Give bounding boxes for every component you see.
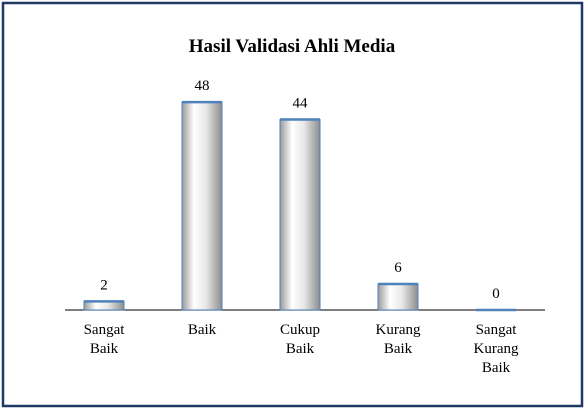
bar [377, 283, 419, 311]
chart-title: Hasil Validasi Ahli Media [189, 36, 396, 57]
data-label: 44 [293, 95, 309, 111]
data-label: 48 [195, 78, 210, 94]
data-label: 0 [492, 286, 500, 302]
x-tick-label: Kurang Baik [376, 322, 421, 357]
data-label: 2 [100, 277, 108, 293]
x-tick-label: Cukup Baik [280, 322, 320, 357]
x-tick-label: Baik [188, 322, 217, 338]
bar [181, 101, 223, 311]
data-label: 6 [394, 260, 402, 276]
x-tick-label: Sangat Baik [84, 322, 126, 357]
x-tick-label: Sangat Kurang Baik [474, 322, 519, 376]
bar [83, 300, 125, 311]
bar [279, 118, 321, 311]
